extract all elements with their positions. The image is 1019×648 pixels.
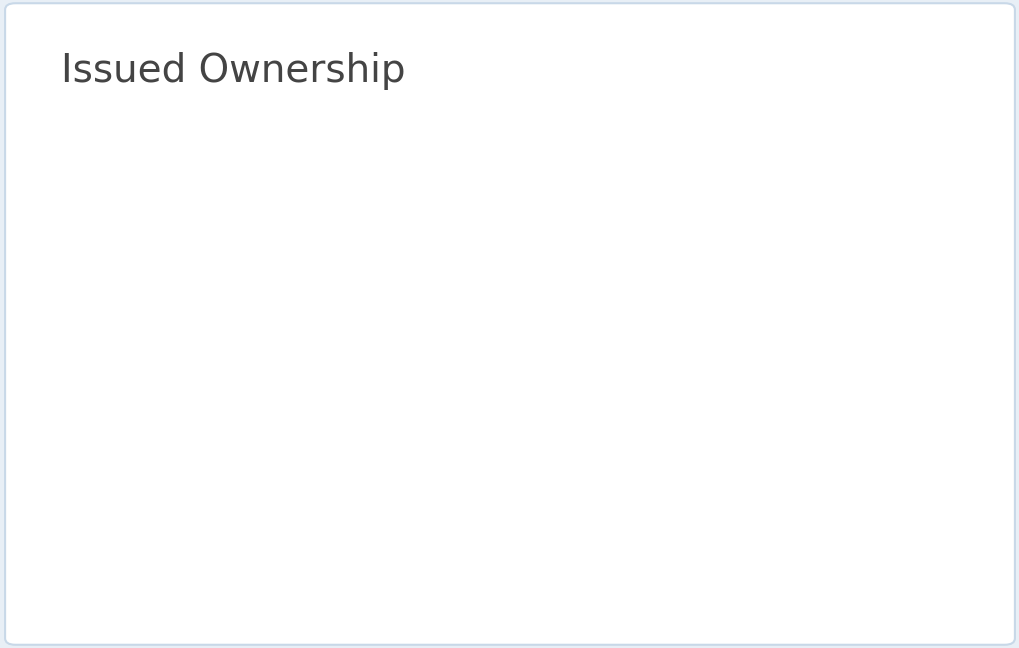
Text: Investor
38.3%: Investor 38.3% [582,312,771,353]
Text: Alumni
3.9%: Alumni 3.9% [517,172,759,229]
Text: Issued Ownership: Issued Ownership [61,52,406,90]
Wedge shape [372,133,448,350]
Wedge shape [231,146,448,553]
Wedge shape [423,132,448,350]
Text: Founder
56.8%: Founder 56.8% [111,361,355,410]
Wedge shape [369,132,665,568]
